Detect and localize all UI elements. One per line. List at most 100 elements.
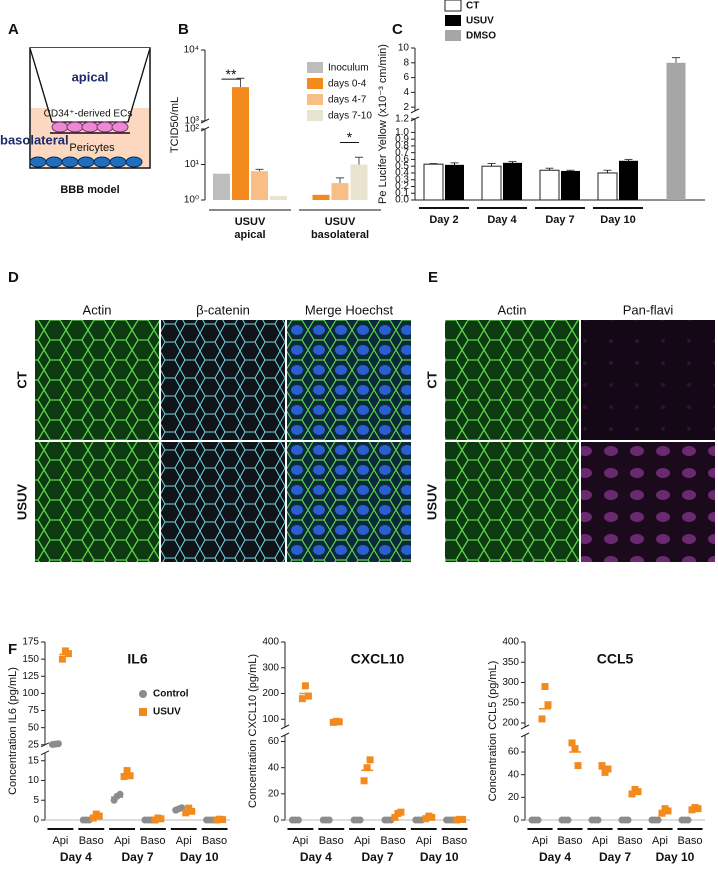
- point: [624, 816, 632, 824]
- group-label: Day 7: [121, 850, 153, 864]
- x-tick-label: Api: [416, 835, 432, 847]
- y-tick-label: 50: [28, 722, 40, 733]
- y-axis-label: Pe Lucifer Yellow (x10⁻³ cm/min): [377, 44, 389, 204]
- point: [363, 764, 371, 772]
- x-tick-label: Day 4: [487, 214, 517, 226]
- diagram-label: basolateral: [0, 132, 69, 147]
- legend-swatch: [307, 78, 323, 89]
- point: [294, 816, 302, 824]
- group-label: Day 10: [420, 850, 459, 864]
- y-tick-label: 200: [262, 688, 279, 699]
- bar: [445, 164, 464, 200]
- legend-label: USUV: [466, 16, 494, 27]
- chart-title: IL6: [127, 651, 147, 667]
- point: [594, 816, 602, 824]
- point: [538, 715, 546, 723]
- legend-label: days 0-4: [328, 79, 367, 90]
- bar: [597, 172, 618, 201]
- x-tick-label: Api: [52, 835, 68, 847]
- x-tick-label: Api: [592, 835, 608, 847]
- bar: [503, 162, 522, 200]
- micrographs: Actin β-catenin Merge Hoechst CT USUV Actin Pa…: [14, 302, 715, 562]
- y-tick-label: 350: [502, 657, 519, 668]
- legend-swatch: [445, 15, 461, 26]
- y-axis-label: Concentration IL6 (pg/mL): [7, 667, 19, 795]
- bar: [666, 62, 686, 201]
- y-tick-label: 0.9: [395, 134, 409, 145]
- row-label: USUV: [14, 484, 29, 520]
- panel-letter: E: [428, 269, 438, 286]
- y-tick-label: 8: [403, 57, 409, 68]
- point: [219, 816, 227, 824]
- row-label: USUV: [424, 484, 439, 520]
- chart-title: CCL5: [597, 651, 634, 667]
- x-tick-label: Api: [354, 835, 370, 847]
- point: [684, 816, 692, 824]
- point: [366, 756, 374, 764]
- y-tick-label: 60: [268, 736, 280, 747]
- y-axis-label: Concentration CXCL10 (pg/mL): [247, 654, 259, 808]
- point: [188, 807, 196, 815]
- point: [54, 740, 62, 748]
- y-tick-label: 6: [403, 72, 409, 83]
- legend-label: days 7-10: [328, 111, 372, 122]
- panel-letter: B: [178, 21, 189, 38]
- y-tick-label: 20: [508, 792, 520, 803]
- x-tick-label: Day 2: [429, 214, 458, 226]
- x-tick-label: Baso: [79, 835, 104, 847]
- y-tick-label: 175: [22, 637, 39, 648]
- point: [123, 767, 131, 775]
- point: [564, 816, 572, 824]
- bar: [251, 171, 268, 200]
- axis-break: [280, 732, 290, 738]
- micrograph: [445, 320, 579, 440]
- point: [325, 816, 333, 824]
- group-label: Day 10: [656, 850, 695, 864]
- legend-swatch: [307, 62, 323, 73]
- micrograph: [35, 442, 159, 562]
- axis-break: [280, 724, 290, 730]
- y-tick-label: 10: [28, 775, 40, 786]
- point: [356, 816, 364, 824]
- pericytes: [29, 156, 143, 168]
- y-tick-label: 0.1: [395, 188, 409, 199]
- point: [628, 790, 636, 798]
- y-tick-label: 5: [33, 795, 39, 806]
- point: [694, 805, 702, 813]
- row-label: CT: [424, 371, 439, 388]
- x-tick-label: Baso: [319, 835, 344, 847]
- legend-label: USUV: [153, 707, 181, 718]
- bar: [619, 160, 638, 200]
- point: [654, 816, 662, 824]
- panel-letter: F: [8, 641, 17, 658]
- bar: [331, 183, 349, 200]
- y-tick-label: 0.2: [395, 181, 409, 192]
- x-tick-label: Baso: [677, 835, 702, 847]
- x-tick-label: Api: [652, 835, 668, 847]
- y-axis-label: Concentration CCL5 (pg/mL): [487, 661, 499, 802]
- point: [157, 815, 165, 823]
- column-header: Actin: [83, 302, 112, 317]
- group-label: Day 7: [599, 850, 631, 864]
- point: [571, 745, 579, 753]
- legend-label: DMSO: [466, 31, 496, 42]
- y-tick-label: 0.0: [395, 195, 409, 206]
- point: [64, 650, 72, 658]
- y-tick-label: 15: [28, 755, 40, 766]
- point: [304, 692, 312, 700]
- y-tick-label: 0.3: [395, 174, 409, 185]
- annotation: *: [347, 129, 353, 145]
- y-tick-label: 100: [22, 688, 39, 699]
- axis-break: [40, 750, 50, 756]
- legend-label: CT: [466, 1, 479, 12]
- row-label: CT: [14, 371, 29, 388]
- micrograph: [161, 320, 285, 440]
- point: [541, 683, 549, 691]
- y-tick-label: 2: [403, 102, 409, 113]
- micrograph: [161, 442, 285, 562]
- point: [568, 739, 576, 747]
- bar: [312, 194, 330, 200]
- point: [182, 809, 190, 817]
- y-tick-label: 1.0: [395, 127, 409, 138]
- bar: [423, 163, 444, 201]
